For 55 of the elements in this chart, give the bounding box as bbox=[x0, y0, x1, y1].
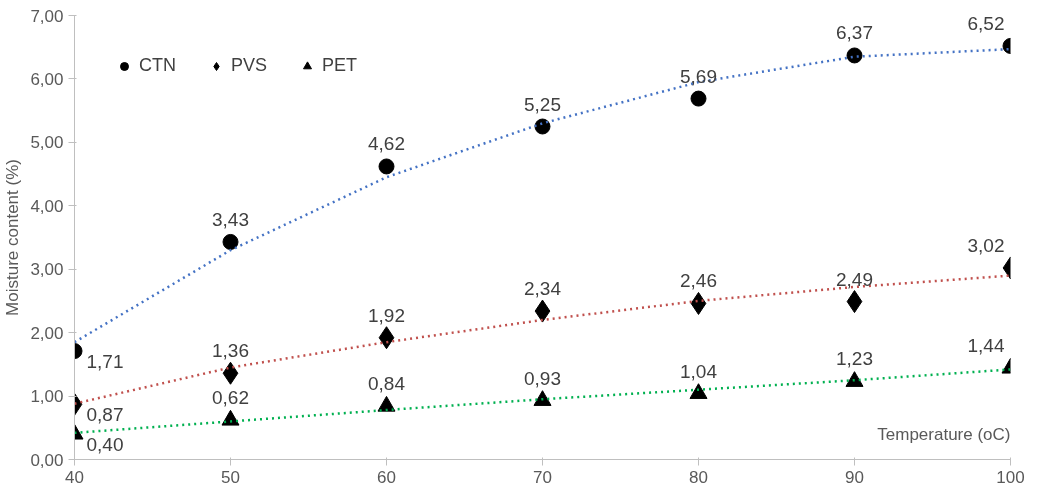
x-tick-label: 60 bbox=[377, 467, 396, 487]
y-tick-label: 0,00 bbox=[30, 450, 64, 470]
data-label: 2,34 bbox=[524, 278, 562, 300]
point bbox=[845, 371, 864, 387]
point bbox=[846, 47, 863, 64]
x-tick-label: 70 bbox=[533, 467, 552, 487]
x-tick-label: 50 bbox=[221, 467, 240, 487]
point bbox=[221, 409, 240, 426]
y-tick-label: 1,00 bbox=[30, 387, 64, 407]
point bbox=[378, 158, 395, 175]
y-tick-label: 3,00 bbox=[30, 260, 64, 280]
data-label: 2,46 bbox=[680, 270, 717, 292]
point bbox=[689, 383, 708, 399]
data-label: 0,87 bbox=[86, 403, 124, 425]
y-tick-label: 4,00 bbox=[30, 196, 64, 216]
point bbox=[534, 118, 551, 135]
data-label: 1,36 bbox=[212, 340, 249, 362]
x-tick-label: 80 bbox=[689, 467, 708, 487]
data-label: 1,04 bbox=[680, 360, 718, 382]
legend-label: PVS bbox=[231, 55, 268, 76]
data-label: 6,52 bbox=[967, 12, 1005, 34]
data-label: 1,23 bbox=[836, 348, 873, 370]
point bbox=[690, 90, 707, 107]
legend-label: CTN bbox=[139, 55, 176, 76]
legend-label: PET bbox=[322, 55, 358, 76]
x-axis-title: Temperature (oC) bbox=[877, 424, 1011, 444]
data-label: 4,62 bbox=[368, 133, 405, 155]
data-label: 3,02 bbox=[967, 234, 1005, 256]
point bbox=[846, 290, 863, 314]
data-label: 1,92 bbox=[368, 304, 405, 326]
data-label: 1,71 bbox=[86, 350, 124, 372]
y-tick-label: 2,00 bbox=[30, 323, 64, 343]
x-tick-label: 90 bbox=[845, 467, 864, 487]
data-label: 0,93 bbox=[524, 367, 561, 389]
x-tick-label: 100 bbox=[996, 467, 1025, 487]
point bbox=[378, 326, 395, 350]
x-tick-label: 40 bbox=[65, 467, 84, 487]
y-axis-title: Moisture content (%) bbox=[3, 159, 23, 316]
point bbox=[690, 291, 707, 315]
point bbox=[533, 390, 552, 406]
data-label: 2,49 bbox=[836, 268, 873, 290]
point bbox=[222, 361, 239, 385]
point bbox=[534, 299, 551, 323]
data-label: 1,44 bbox=[967, 335, 1005, 357]
y-tick-label: 5,00 bbox=[30, 133, 64, 153]
y-tick-label: 7,00 bbox=[30, 6, 64, 26]
data-label: 5,25 bbox=[524, 93, 561, 115]
point bbox=[222, 233, 239, 250]
data-label: 6,37 bbox=[836, 22, 873, 44]
data-label: 0,84 bbox=[368, 373, 406, 395]
data-label: 3,43 bbox=[212, 208, 249, 230]
data-label: 0,62 bbox=[212, 387, 249, 409]
data-label: 0,40 bbox=[86, 433, 124, 455]
y-tick-label: 6,00 bbox=[30, 69, 64, 89]
data-label: 5,69 bbox=[680, 65, 717, 87]
